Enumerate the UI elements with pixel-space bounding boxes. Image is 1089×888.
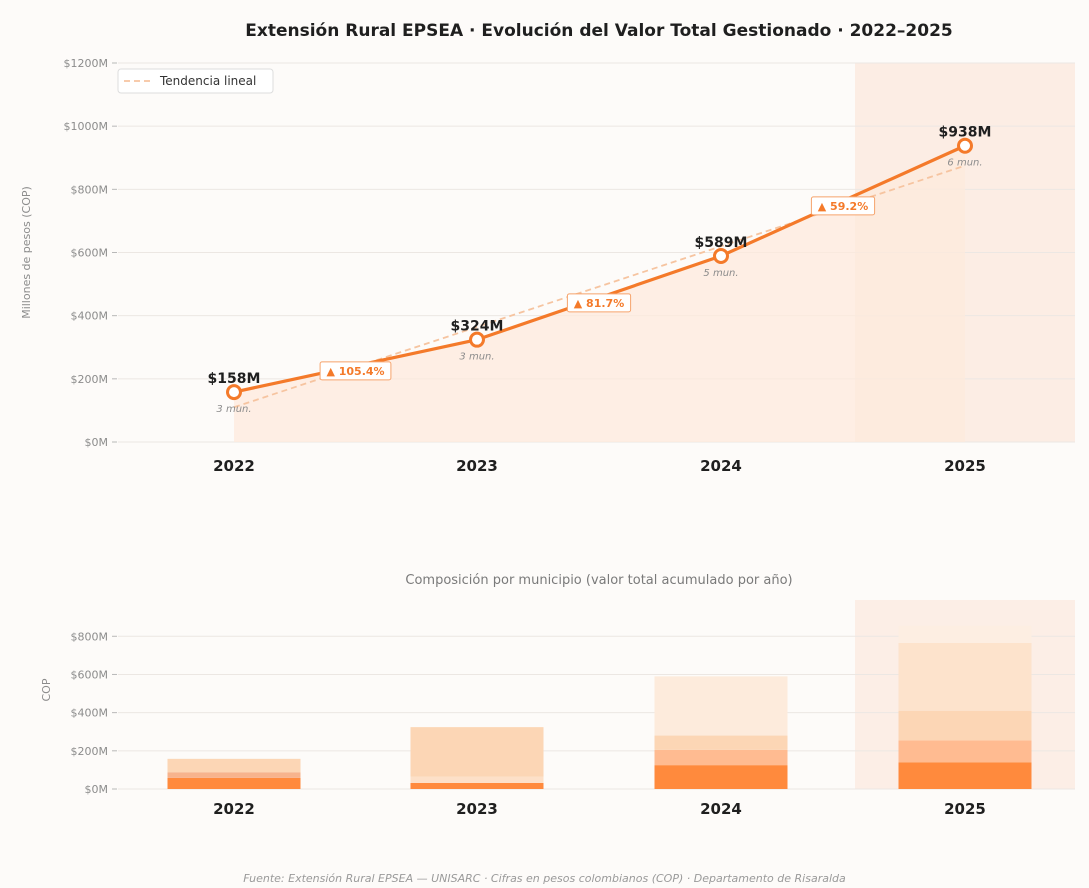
bar-segment	[654, 735, 788, 750]
y-tick-label: $1000M	[64, 120, 108, 133]
growth-label: ▲ 59.2%	[818, 200, 868, 213]
data-point	[469, 331, 485, 348]
line-chart: Extensión Rural EPSEA · Evolución del Va…	[20, 21, 1075, 475]
x-tick-label: 2025	[944, 457, 986, 475]
value-label: $938M	[939, 125, 992, 141]
bar-segment	[898, 710, 1032, 741]
x-tick-label: 2023	[456, 457, 498, 475]
x-tick-label: 2025	[944, 800, 986, 818]
y-tick-label: $0M	[85, 436, 109, 449]
growth-badge	[319, 361, 392, 381]
value-label: $324M	[451, 319, 504, 335]
municipality-count-label: 3 mun.	[216, 404, 251, 415]
area-fill	[234, 145, 965, 442]
data-point	[713, 247, 729, 264]
growth-badge	[810, 196, 876, 216]
bar-segment	[654, 676, 788, 736]
legend-label: Tendencia lineal	[159, 74, 256, 88]
x-tick-label: 2022	[213, 457, 255, 475]
x-tick-label: 2024	[700, 457, 742, 475]
y-tick-label: $600M	[71, 668, 109, 681]
growth-label: ▲ 105.4%	[326, 365, 384, 378]
bar-segment	[898, 625, 1032, 643]
y-tick-label: $400M	[71, 310, 109, 323]
bar-segment	[410, 776, 544, 783]
municipality-count-label: 6 mun.	[947, 158, 982, 169]
bar-segment	[898, 642, 1032, 711]
municipality-count-label: 5 mun.	[703, 268, 738, 279]
y-tick-label: $400M	[71, 707, 109, 720]
y-tick-label: $600M	[71, 247, 109, 260]
municipality-count-label: 3 mun.	[459, 352, 494, 363]
value-label: $158M	[208, 371, 261, 387]
chart-subtitle: Composición por municipio (valor total a…	[405, 573, 792, 588]
chart-title: Extensión Rural EPSEA · Evolución del Va…	[245, 21, 952, 41]
bar-segment	[167, 758, 301, 773]
legend-box	[117, 68, 274, 94]
value-label: $589M	[695, 235, 748, 251]
bar-segment	[410, 727, 544, 777]
y-tick-label: $1200M	[64, 57, 108, 70]
y-tick-label: $800M	[71, 183, 109, 196]
x-tick-label: 2022	[213, 800, 255, 818]
bar-segment	[898, 740, 1032, 763]
x-tick-label: 2024	[700, 800, 742, 818]
y-tick-label: $200M	[71, 373, 109, 386]
bar-segment	[654, 749, 788, 766]
bar-segment	[898, 762, 1032, 789]
y-axis-label: COP	[40, 678, 53, 701]
data-point	[957, 137, 973, 154]
y-axis-label: Millones de pesos (COP)	[20, 186, 33, 319]
bar-segment	[167, 777, 301, 789]
growth-badge	[566, 293, 632, 313]
stacked-bar-chart: Composición por municipio (valor total a…	[40, 573, 1075, 818]
y-tick-label: $200M	[71, 745, 109, 758]
bar-segment	[654, 765, 788, 789]
bar-segment	[167, 772, 301, 778]
growth-label: ▲ 81.7%	[574, 297, 624, 310]
source-footer: Fuente: Extensión Rural EPSEA — UNISARC …	[243, 872, 846, 885]
bar-segment	[410, 782, 544, 789]
legend: Tendencia lineal	[117, 68, 274, 94]
y-tick-label: $0M	[85, 783, 109, 796]
data-point	[226, 384, 242, 401]
y-tick-label: $800M	[71, 630, 109, 643]
x-tick-label: 2023	[456, 800, 498, 818]
